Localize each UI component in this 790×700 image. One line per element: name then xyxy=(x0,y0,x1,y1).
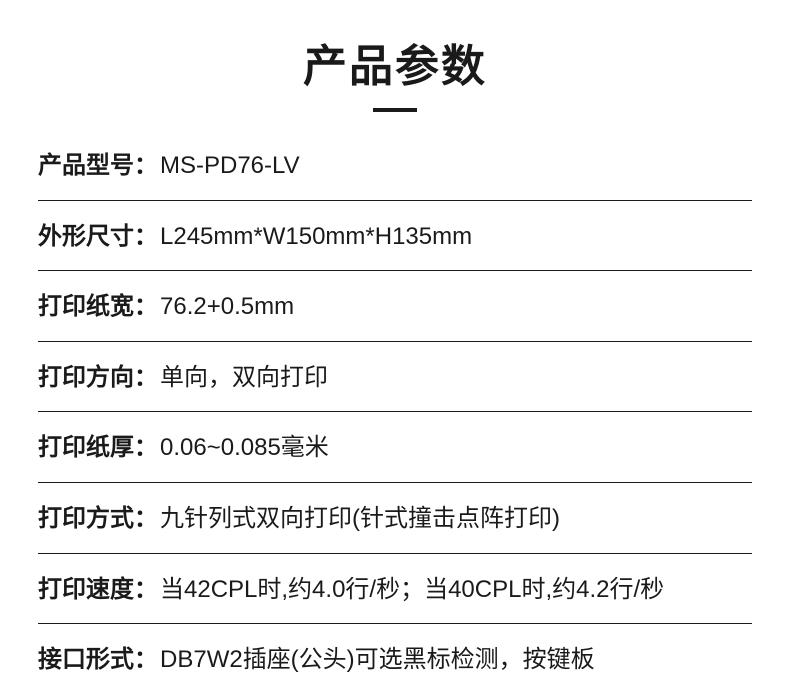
spec-row: 打印方向： 单向，双向打印 xyxy=(38,342,752,413)
spec-label: 打印方向： xyxy=(38,361,158,395)
spec-value: DB7W2插座(公头)可选黑标检测，按键板 xyxy=(160,643,595,677)
spec-value: MS-PD76-LV xyxy=(160,149,300,183)
title-section: 产品参数 xyxy=(0,0,790,130)
spec-value: 76.2+0.5mm xyxy=(160,290,294,324)
spec-label: 接口形式： xyxy=(38,643,158,677)
spec-row: 打印方式： 九针列式双向打印(针式撞击点阵打印) xyxy=(38,483,752,554)
spec-label: 外形尺寸： xyxy=(38,220,158,254)
spec-label: 打印纸厚： xyxy=(38,431,158,465)
spec-label: 产品型号： xyxy=(38,149,158,183)
spec-label: 打印速度： xyxy=(38,573,158,607)
spec-label: 打印方式： xyxy=(38,502,158,536)
spec-row: 打印纸宽： 76.2+0.5mm xyxy=(38,271,752,342)
spec-row: 产品型号： MS-PD76-LV xyxy=(38,130,752,201)
spec-row: 外形尺寸： L245mm*W150mm*H135mm xyxy=(38,201,752,272)
spec-value: 单向，双向打印 xyxy=(160,361,328,395)
spec-value: 九针列式双向打印(针式撞击点阵打印) xyxy=(160,502,560,536)
spec-value: L245mm*W150mm*H135mm xyxy=(160,220,472,254)
spec-row: 打印纸厚： 0.06~0.085毫米 xyxy=(38,412,752,483)
spec-row: 打印速度： 当42CPL时,约4.0行/秒；当40CPL时,约4.2行/秒 xyxy=(38,554,752,625)
spec-value: 0.06~0.085毫米 xyxy=(160,431,329,465)
title-underline xyxy=(373,108,417,112)
specs-list: 产品型号： MS-PD76-LV 外形尺寸： L245mm*W150mm*H13… xyxy=(0,130,790,694)
spec-row: 接口形式： DB7W2插座(公头)可选黑标检测，按键板 xyxy=(38,624,752,694)
spec-label: 打印纸宽： xyxy=(38,290,158,324)
page-title: 产品参数 xyxy=(0,30,790,94)
spec-value: 当42CPL时,约4.0行/秒；当40CPL时,约4.2行/秒 xyxy=(160,573,664,607)
